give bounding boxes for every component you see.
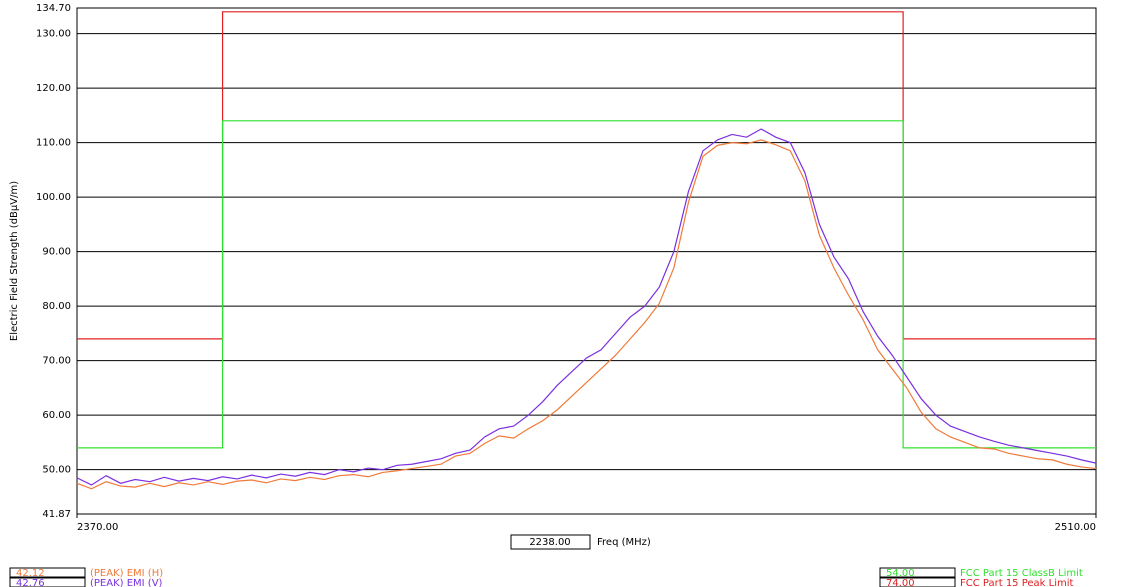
cursor-box (510, 534, 591, 550)
legend-readout: 42.76 (16, 578, 45, 587)
y-tick-label: 120.00 (36, 83, 71, 94)
x-tick-label: 2510.00 (1055, 522, 1096, 533)
y-tick-label: 60.00 (42, 410, 71, 421)
y-axis-label: Electric Field Strength (dBµV/m) (9, 181, 20, 341)
series-line (77, 11, 1096, 340)
y-tick-label: 110.00 (36, 138, 71, 149)
legend-box (9, 567, 86, 578)
legend-box (9, 577, 86, 587)
y-tick-label: 50.00 (42, 465, 71, 476)
series-line (76, 128, 1097, 486)
y-tick-label: 134.70 (36, 3, 71, 14)
cursor-freq: 2238.00 (529, 537, 570, 548)
x-axis-label: Freq (MHz) (597, 537, 651, 548)
y-tick-label: 41.87 (42, 509, 71, 520)
y-tick-label: 80.00 (42, 301, 71, 312)
plot-frame (76, 7, 1097, 515)
legend-readout: 42.12 (16, 568, 45, 579)
y-tick-label: 100.00 (36, 192, 71, 203)
legend-readout: 74.00 (886, 578, 915, 587)
legend-name: FCC Part 15 ClassB Limit (960, 568, 1083, 579)
legend-name: (PEAK) EMI (V) (90, 578, 163, 587)
legend-readout: 54.00 (886, 568, 915, 579)
y-tick-label: 130.00 (36, 29, 71, 40)
legend-name: FCC Part 15 Peak Limit (960, 578, 1074, 587)
legend-name: (PEAK) EMI (H) (90, 568, 163, 579)
legend-box (879, 567, 956, 578)
y-tick-label: 70.00 (42, 356, 71, 367)
legend-box (879, 577, 956, 587)
series-line (77, 120, 1096, 449)
y-tick-label: 90.00 (42, 247, 71, 258)
x-tick-label: 2370.00 (77, 522, 118, 533)
series-line (76, 139, 1097, 490)
